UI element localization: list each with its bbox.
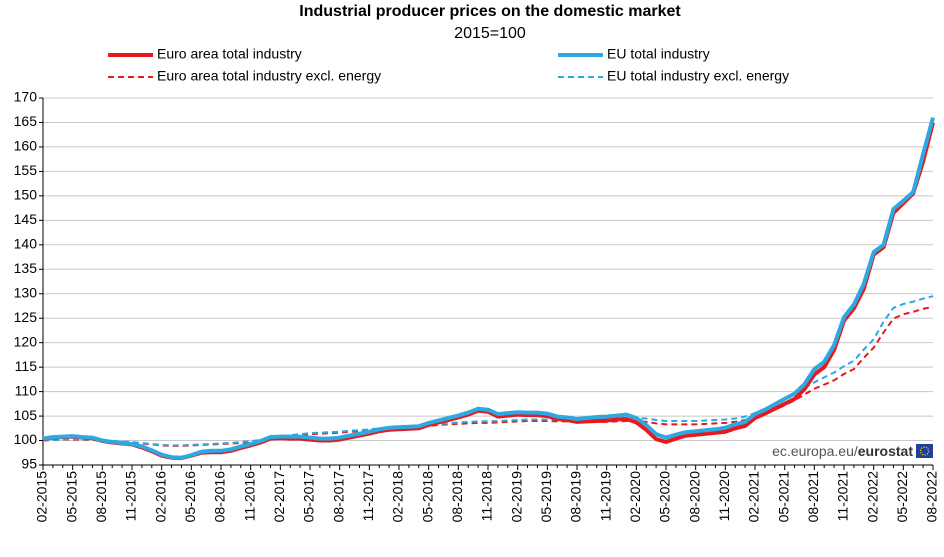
x-tick-label: 11-2021 — [835, 471, 851, 522]
svg-text:ec.europa.eu/eurostat: ec.europa.eu/eurostat — [772, 443, 913, 459]
y-tick-label: 155 — [14, 162, 38, 178]
x-tick-label: 11-2019 — [597, 471, 613, 522]
x-tick-label: 02-2018 — [390, 471, 406, 523]
y-tick-label: 95 — [21, 456, 37, 472]
x-tick-label: 08-2019 — [568, 471, 584, 523]
chart-title: Industrial producer prices on the domest… — [299, 3, 681, 20]
y-tick-label: 105 — [14, 407, 38, 423]
x-tick-label: 11-2016 — [241, 471, 257, 522]
x-tick-label: 05-2020 — [657, 471, 673, 523]
x-tick-label: 02-2020 — [627, 471, 643, 523]
y-tick-label: 135 — [14, 260, 38, 276]
watermark-site: ec.europa.eu/ — [772, 443, 858, 459]
watermark-brand: eurostat — [858, 443, 914, 459]
x-tick-label: 08-2015 — [93, 471, 109, 523]
x-tick-label: 08-2016 — [212, 471, 228, 523]
legend-label: EU total industry — [607, 46, 710, 62]
x-tick-label: 11-2018 — [479, 471, 495, 522]
x-tick-label: 08-2020 — [686, 471, 702, 523]
y-tick-label: 125 — [14, 309, 38, 325]
legend-label: Euro area total industry — [157, 46, 302, 62]
y-tick-label: 150 — [14, 187, 38, 203]
x-tick-label: 05-2019 — [538, 471, 554, 523]
series-line — [42, 117, 935, 460]
x-tick-label: 05-2021 — [775, 471, 791, 523]
y-tick-label: 170 — [14, 89, 38, 105]
y-tick-label: 165 — [14, 113, 38, 129]
y-tick-label: 140 — [14, 236, 38, 252]
x-tick-label: 02-2015 — [34, 471, 50, 523]
x-tick-label: 05-2017 — [301, 471, 317, 523]
x-tick-label: 11-2015 — [123, 471, 139, 522]
x-tick-label: 05-2018 — [419, 471, 435, 523]
x-tick-label: 11-2017 — [360, 471, 376, 522]
y-tick-label: 130 — [14, 284, 38, 300]
watermark: ec.europa.eu/eurostat — [772, 443, 933, 459]
x-tick-label: 08-2017 — [330, 471, 346, 523]
y-tick-label: 160 — [14, 138, 38, 154]
y-tick-label: 120 — [14, 333, 38, 349]
eu-flag-stars — [919, 446, 930, 456]
x-tick-label: 05-2015 — [63, 471, 79, 523]
x-tick-label: 02-2022 — [864, 471, 880, 523]
x-tick-label: 02-2017 — [271, 471, 287, 523]
x-tick-label: 08-2018 — [449, 471, 465, 523]
x-tick-label: 05-2022 — [894, 471, 910, 523]
y-tick-label: 110 — [15, 382, 38, 398]
y-tick-label: 115 — [15, 358, 38, 374]
legend-label: Euro area total industry excl. energy — [157, 68, 381, 84]
x-tick-label: 08-2021 — [805, 471, 821, 523]
x-tick-label: 08-2022 — [924, 471, 940, 523]
eu-flag — [916, 444, 933, 458]
x-tick-label: 05-2016 — [182, 471, 198, 523]
chart-subtitle: 2015=100 — [454, 25, 526, 42]
legend-label: EU total industry excl. energy — [607, 68, 789, 84]
x-tick-label: 02-2021 — [746, 471, 762, 523]
x-tick-label: 02-2016 — [152, 471, 168, 523]
series-line — [42, 305, 934, 447]
y-tick-label: 100 — [14, 431, 38, 447]
x-tick-label: 02-2019 — [508, 471, 524, 523]
y-tick-label: 145 — [14, 211, 38, 227]
x-tick-label: 11-2020 — [716, 471, 732, 522]
